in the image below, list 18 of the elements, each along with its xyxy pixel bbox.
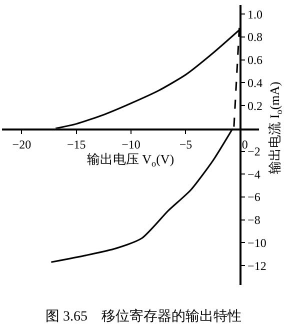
x-tick-label: 0 <box>232 138 248 152</box>
y-tick-label: 0.2 <box>248 98 263 113</box>
x-tick-label: −5 <box>179 138 192 152</box>
y-tick-label: −6 <box>248 190 260 204</box>
y-tick-label: 0.8 <box>248 30 263 44</box>
x-axis-title: 输出电压 V$_{o}$(V) <box>86 152 174 168</box>
y-tick-label: −2 <box>248 144 260 158</box>
x-tick-label: −10 <box>122 138 140 152</box>
y-tick-label: 0.6 <box>248 53 263 68</box>
y-tick-label: 0.4 <box>248 76 263 90</box>
y-tick-label: −4 <box>248 167 260 182</box>
y-tick-label: −8 <box>248 213 260 228</box>
y-tick-label: −10 <box>248 236 266 250</box>
y-tick-label: −12 <box>248 258 266 273</box>
text: 图 3.65 移位寄存器的输出特性 <box>46 308 242 324</box>
x-tick-label: −20 <box>12 138 32 152</box>
x-tick-label: −15 <box>66 138 86 152</box>
y-tick-label: 1.0 <box>248 7 263 22</box>
